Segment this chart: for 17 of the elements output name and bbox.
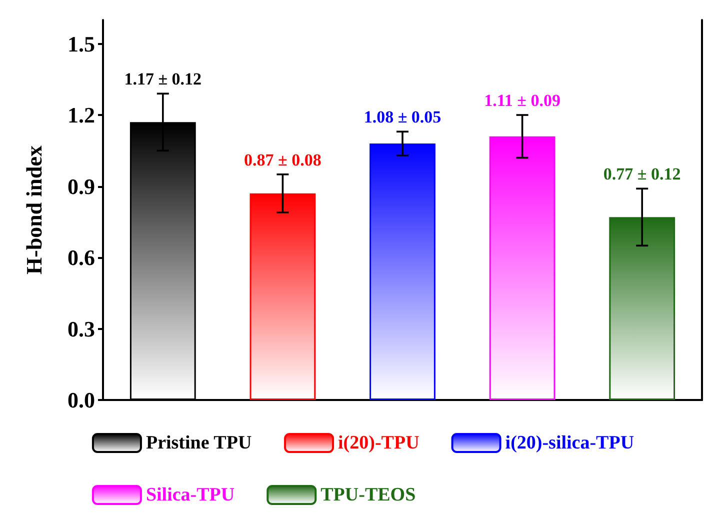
data-label: 0.77 ± 0.12 xyxy=(603,164,681,184)
y-tick-label: 0.3 xyxy=(68,316,95,342)
legend-label: Pristine TPU xyxy=(146,432,252,454)
data-label: 1.11 ± 0.09 xyxy=(484,91,561,110)
data-label: 1.08 ± 0.05 xyxy=(364,108,442,127)
y-tick-label: 1.5 xyxy=(68,31,95,56)
data-label: 1.17 ± 0.12 xyxy=(124,70,202,89)
y-tick-label: 0.0 xyxy=(68,388,95,412)
legend-label: Silica-TPU xyxy=(146,484,235,506)
legend-label: TPU-TEOS xyxy=(320,484,416,506)
data-label: 0.87 ± 0.08 xyxy=(244,150,322,170)
y-tick-label: 0.6 xyxy=(68,245,95,270)
y-tick-label: 0.9 xyxy=(68,174,95,199)
legend-label: i(20)-silica-TPU xyxy=(505,432,634,454)
y-axis-title: H-bond index xyxy=(22,146,46,274)
legend-label: i(20)-TPU xyxy=(338,432,420,454)
y-tick-label: 1.2 xyxy=(68,102,95,128)
